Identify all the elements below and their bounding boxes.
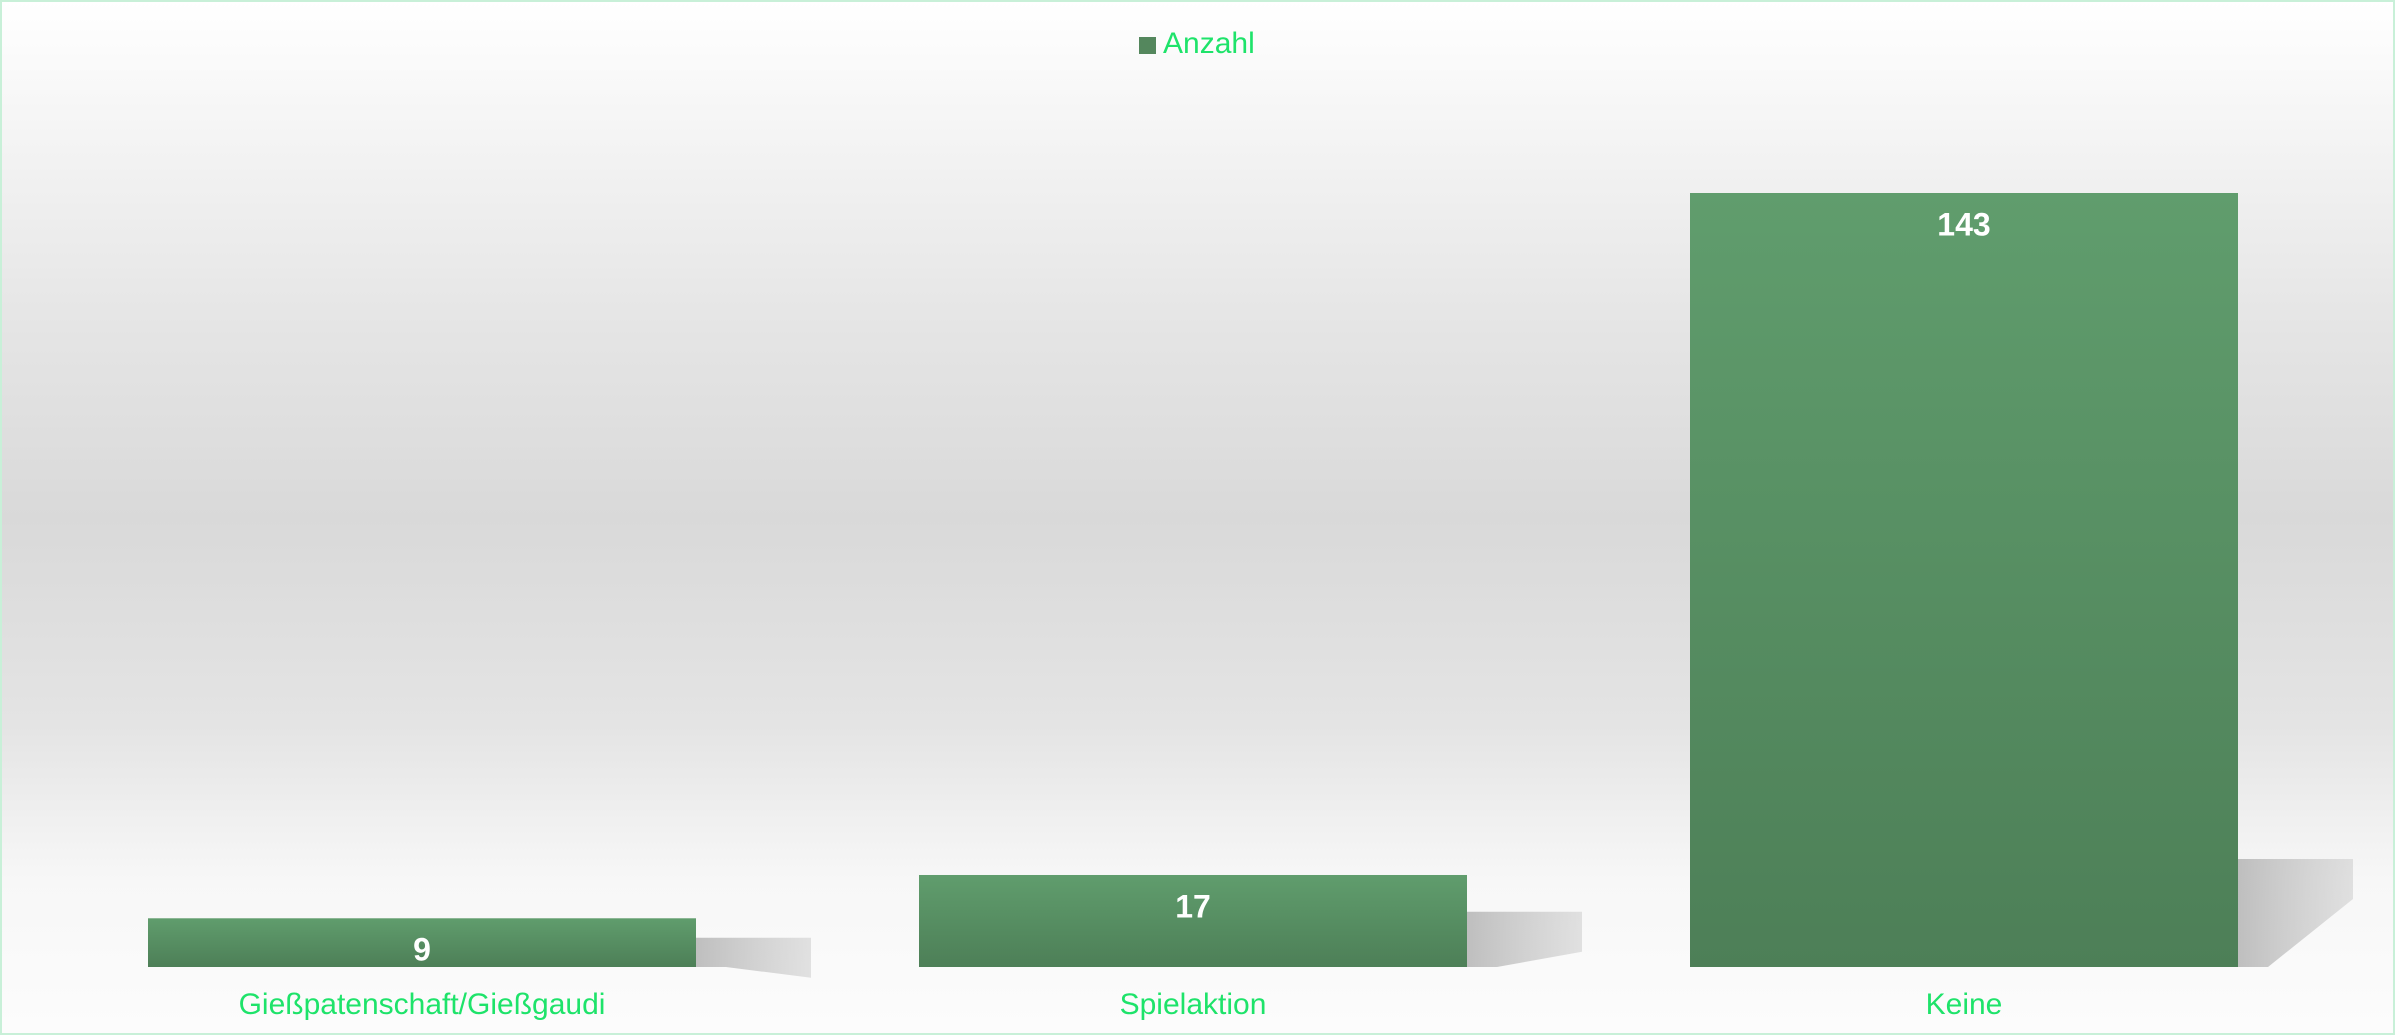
data-label: 9: [413, 932, 431, 968]
bar: [919, 874, 1467, 967]
legend-label: Anzahl: [1163, 27, 1255, 60]
bar-shadow: [696, 937, 811, 978]
x-tick-label: Spielaktion: [1120, 988, 1267, 1021]
x-tick-label: Gießpatenschaft/Gießgaudi: [239, 988, 606, 1021]
data-label: 17: [1175, 888, 1211, 924]
bar-shadow: [2238, 859, 2353, 967]
legend: Anzahl: [1139, 27, 1255, 60]
bar-shadow: [1467, 911, 1582, 967]
bar: [1690, 193, 2238, 967]
data-label: 143: [1937, 206, 1990, 242]
bar: [148, 918, 696, 967]
x-tick-label: Keine: [1926, 988, 2003, 1021]
legend-swatch: [1139, 37, 1156, 54]
